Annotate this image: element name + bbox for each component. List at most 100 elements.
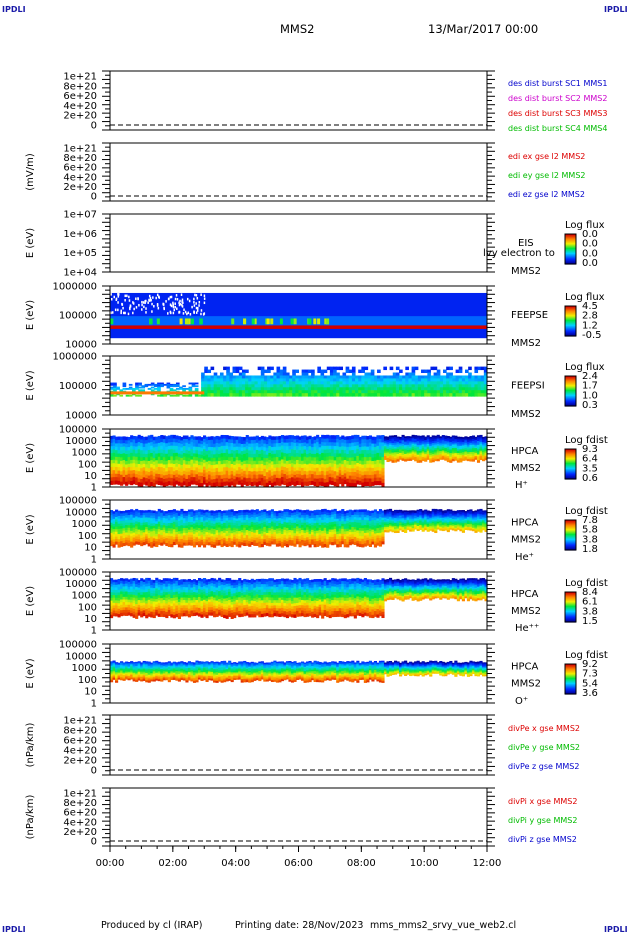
spectrogram-cell — [285, 519, 290, 524]
spectrogram-cell — [341, 467, 345, 472]
spectrogram-cell — [348, 475, 352, 480]
spectrogram-cell — [477, 378, 482, 382]
spectrogram-cell — [333, 474, 337, 480]
spectrogram-cell — [170, 481, 174, 486]
spectrogram-cell — [346, 544, 350, 548]
spectrogram-cell — [147, 525, 151, 529]
spectrogram-cell — [276, 390, 281, 394]
spectrogram-cell — [166, 383, 171, 386]
spectrogram-cell — [289, 390, 293, 394]
spectrogram-cell — [202, 536, 207, 540]
colorbar-swatch — [565, 396, 576, 398]
spectrogram-cell — [298, 463, 302, 468]
spectrogram-cell — [452, 381, 457, 385]
colorbar-swatch — [565, 309, 576, 311]
spectrogram-cell — [137, 449, 141, 454]
spectrogram-cell — [329, 381, 334, 385]
spectrogram-cell — [258, 515, 262, 520]
spectrogram-cell — [200, 534, 204, 538]
spectrogram-cell — [364, 381, 369, 385]
spectrogram-cell — [185, 520, 189, 524]
spectrogram-cell — [265, 475, 269, 480]
spectrogram-cell — [311, 447, 315, 452]
spectrogram-cell — [363, 460, 367, 465]
spectrogram-cell — [233, 532, 237, 536]
spectrogram-cell — [353, 541, 357, 545]
spectrogram-cell — [112, 518, 116, 523]
spectrogram-cell — [248, 535, 252, 540]
spectrogram-cell — [436, 436, 440, 440]
spectrogram-cell — [182, 387, 186, 390]
spectrogram-cell — [235, 381, 240, 385]
spectrogram-cell — [215, 512, 219, 516]
spectrogram-cell — [253, 478, 257, 483]
spectrogram-cell — [367, 384, 372, 388]
spectrogram-cell — [270, 475, 274, 480]
spectrogram-cell — [216, 393, 221, 397]
spectrogram-cell — [205, 529, 209, 533]
spectrogram-cell — [416, 443, 420, 446]
instrument-label: HPCA — [511, 446, 539, 457]
spectrogram-cell — [202, 438, 207, 443]
spectrogram-cell — [411, 372, 416, 376]
spectrogram-cell — [235, 510, 239, 515]
spectrogram-cell — [130, 544, 134, 548]
spectrogram-cell — [177, 528, 181, 532]
spectrogram-cell — [406, 453, 410, 456]
spectrogram-band-red — [110, 325, 487, 329]
spectrogram-cell — [295, 459, 300, 465]
spectrogram-cell — [223, 515, 227, 519]
spectrogram-cell — [356, 480, 360, 485]
spectrogram-gap — [178, 301, 180, 305]
spectrogram-cell — [235, 366, 240, 371]
spectrogram-cell — [333, 378, 337, 382]
spectrogram-cell — [313, 536, 317, 540]
spectrogram-cell — [317, 366, 321, 371]
spectrogram-cell — [122, 518, 126, 522]
spectrogram-cell — [288, 449, 292, 454]
spectrogram-cell — [476, 450, 481, 454]
spectrogram-cell — [235, 375, 240, 379]
spectrogram-cell — [208, 530, 212, 534]
spectrogram-cell — [446, 439, 450, 443]
spectrogram-cell — [243, 450, 247, 455]
colorbar-swatch — [565, 320, 576, 322]
spectrogram-cell — [238, 510, 242, 514]
spectrogram-cell — [187, 447, 192, 452]
spectrogram-cell — [283, 474, 287, 479]
spectrogram-cell — [192, 466, 197, 471]
spectrogram-cell — [323, 482, 327, 487]
spectrogram-cell — [115, 480, 119, 485]
spectrogram-cell — [238, 460, 242, 465]
spectrogram-cell — [213, 461, 217, 466]
spectrogram-cell — [263, 472, 267, 477]
spectrogram-gap — [200, 293, 202, 296]
spectrogram-cell — [318, 540, 322, 544]
spectrogram-cell — [142, 463, 146, 468]
spectrogram-cell — [301, 537, 305, 541]
spectrogram-cell — [270, 529, 274, 533]
colorbar-swatch — [565, 449, 576, 451]
spectrogram-cell — [361, 514, 365, 519]
spectrogram-cell — [408, 381, 413, 385]
spectrogram-cell — [170, 533, 174, 537]
spectrogram-cell — [358, 443, 362, 448]
spectrogram-cell — [235, 456, 239, 461]
spectrogram-cell — [172, 474, 176, 480]
spectrogram-cell — [343, 460, 347, 464]
spectrogram-cell — [434, 439, 438, 442]
spectrogram-cell — [370, 393, 375, 397]
spectrogram-cell — [421, 458, 425, 462]
spectrogram-cell — [474, 443, 478, 446]
spectrogram-cell — [140, 525, 144, 529]
spectrogram-cell — [416, 441, 420, 444]
spectrogram-cell — [278, 460, 282, 465]
spectrogram-cell — [363, 514, 367, 518]
spectrogram-cell — [223, 481, 227, 486]
spectrogram-cell — [112, 438, 116, 444]
spectrogram-cell — [301, 390, 306, 394]
spectrogram-cell — [213, 468, 217, 473]
spectrogram-gap — [182, 312, 185, 315]
spectrogram-cell — [427, 372, 431, 376]
spectrogram-cell — [195, 460, 199, 465]
